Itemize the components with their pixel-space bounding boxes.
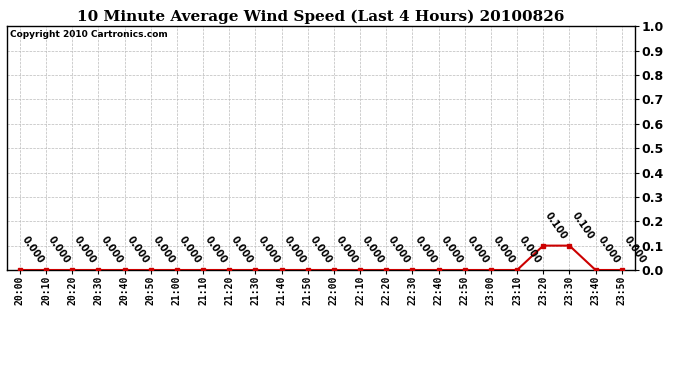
Text: 0.000: 0.000: [360, 235, 386, 266]
Text: 0.000: 0.000: [465, 235, 491, 266]
Text: 0.000: 0.000: [125, 235, 150, 266]
Text: 0.000: 0.000: [203, 235, 229, 266]
Text: 0.000: 0.000: [334, 235, 359, 266]
Text: 0.000: 0.000: [386, 235, 412, 266]
Text: 0.000: 0.000: [46, 235, 72, 266]
Text: 0.000: 0.000: [72, 235, 98, 266]
Text: 0.000: 0.000: [491, 235, 517, 266]
Text: 0.000: 0.000: [99, 235, 124, 266]
Text: 0.000: 0.000: [517, 235, 543, 266]
Text: 0.000: 0.000: [282, 235, 308, 266]
Text: 0.100: 0.100: [543, 210, 569, 242]
Text: 0.000: 0.000: [177, 235, 203, 266]
Text: 0.000: 0.000: [308, 235, 333, 266]
Text: 0.000: 0.000: [151, 235, 177, 266]
Text: Copyright 2010 Cartronics.com: Copyright 2010 Cartronics.com: [10, 30, 168, 39]
Title: 10 Minute Average Wind Speed (Last 4 Hours) 20100826: 10 Minute Average Wind Speed (Last 4 Hou…: [77, 9, 564, 24]
Text: 0.000: 0.000: [595, 235, 622, 266]
Text: 0.000: 0.000: [20, 235, 46, 266]
Text: 0.000: 0.000: [229, 235, 255, 266]
Text: 0.100: 0.100: [569, 210, 595, 242]
Text: 0.000: 0.000: [439, 235, 464, 266]
Text: 0.000: 0.000: [413, 235, 438, 266]
Text: 0.000: 0.000: [255, 235, 282, 266]
Text: 0.000: 0.000: [622, 235, 647, 266]
